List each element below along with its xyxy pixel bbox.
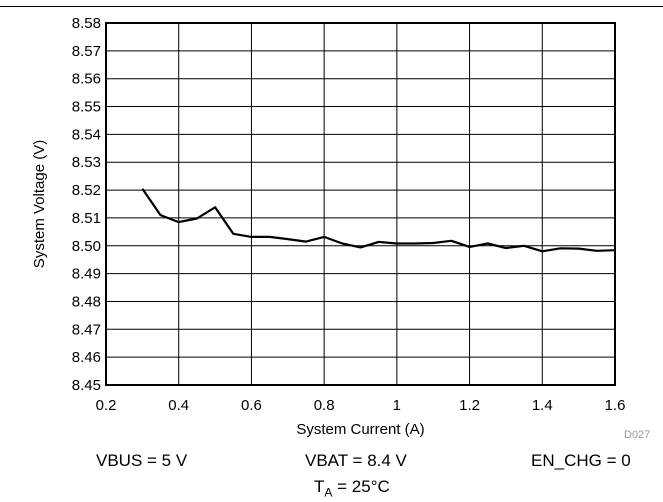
x-tick-label: 1 (393, 397, 401, 414)
y-axis-label: System Voltage (V) (31, 140, 48, 268)
x-tick-label: 0.2 (96, 397, 117, 414)
x-axis-label: System Current (A) (296, 421, 424, 438)
x-tick-label: 1.6 (605, 397, 626, 414)
y-tick-label: 8.55 (72, 99, 101, 116)
series-line (141, 188, 616, 253)
condition-vbat: VBAT = 8.4 V (305, 451, 407, 470)
y-tick-label: 8.50 (72, 238, 101, 255)
x-tick-label: 1.2 (459, 397, 480, 414)
temperature-symbol: T (314, 477, 325, 496)
temperature-value: = 25°C (332, 477, 390, 496)
x-tick-labels: 0.2 0.4 0.6 0.8 1 1.2 1.4 1.6 (96, 397, 626, 414)
y-tick-label: 8.58 (72, 15, 101, 32)
condition-en-chg: EN_CHG = 0 (531, 451, 631, 470)
series-group (141, 188, 616, 253)
y-tick-label: 8.54 (72, 126, 101, 143)
grid-lines (105, 22, 616, 386)
plot-frame (105, 22, 616, 386)
y-tick-label: 8.45 (72, 377, 101, 394)
y-tick-label: 8.57 (72, 43, 101, 60)
x-tick-label: 0.8 (314, 397, 335, 414)
x-tick-label: 1.4 (532, 397, 553, 414)
y-tick-label: 8.53 (72, 154, 101, 171)
y-tick-label: 8.52 (72, 182, 101, 199)
x-tick-label: 0.4 (168, 397, 189, 414)
temperature-subscript: A (324, 485, 333, 500)
y-tick-label: 8.56 (72, 71, 101, 88)
top-rule (0, 6, 663, 7)
y-tick-label: 8.48 (72, 293, 101, 310)
y-tick-labels: 8.45 8.46 8.47 8.48 8.49 8.50 8.51 8.52 8.53 8.54… (72, 15, 101, 394)
y-tick-label: 8.47 (72, 321, 101, 338)
x-tick-label: 0.6 (241, 397, 262, 414)
condition-vbus: VBUS = 5 V (96, 451, 188, 470)
y-tick-label: 8.49 (72, 266, 101, 283)
figure-id: D027 (624, 429, 651, 441)
condition-temperature: TA = 25°C (314, 477, 390, 499)
y-tick-label: 8.46 (72, 349, 101, 366)
y-tick-label: 8.51 (72, 210, 101, 227)
